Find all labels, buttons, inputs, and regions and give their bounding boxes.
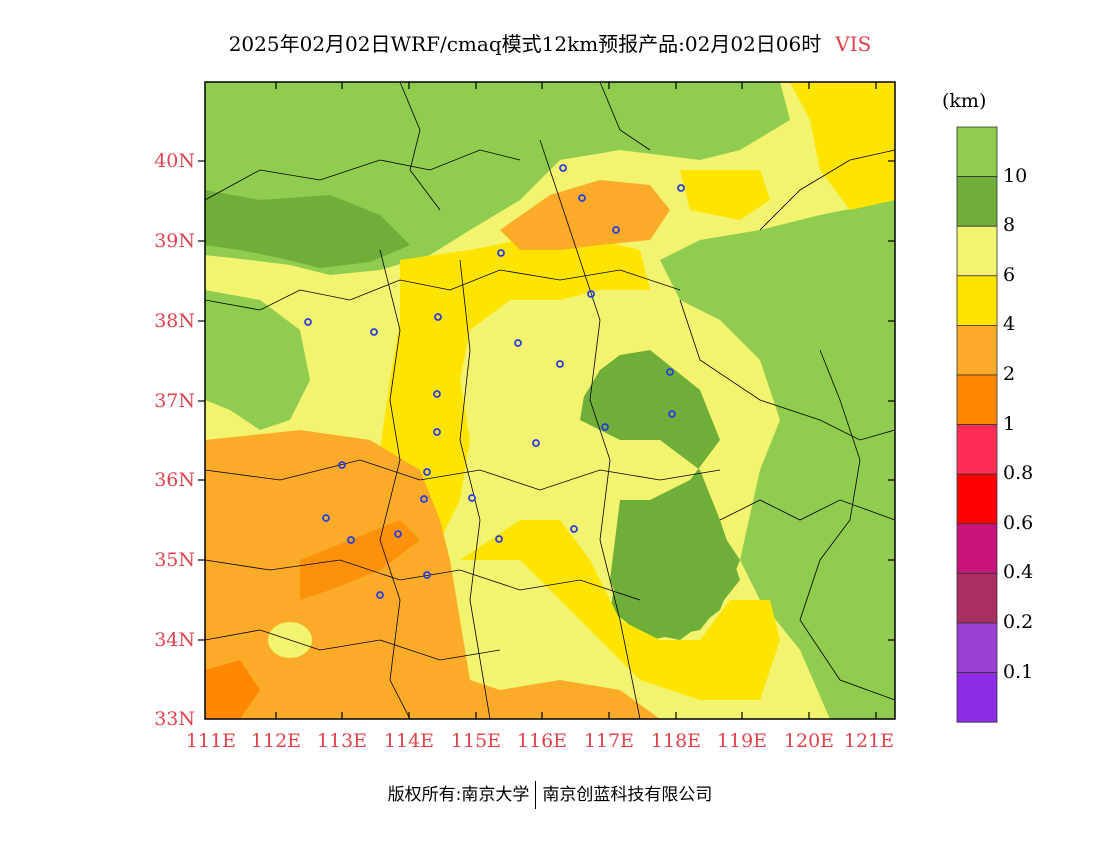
colorbar-swatch bbox=[956, 424, 998, 475]
city-marker bbox=[433, 390, 441, 398]
lat-label-36n: 36N bbox=[154, 469, 195, 491]
city-marker bbox=[433, 428, 441, 436]
lon-label-111e: 111E bbox=[185, 730, 237, 752]
lat-label-39n: 39N bbox=[154, 230, 195, 252]
city-marker bbox=[559, 164, 567, 172]
colorbar-unit: (km) bbox=[942, 90, 987, 112]
vis-zone-yellow-ne bbox=[790, 82, 895, 210]
city-marker bbox=[578, 194, 586, 202]
city-markers bbox=[304, 164, 685, 599]
colorbar-swatch bbox=[956, 573, 998, 624]
colorbar-swatch bbox=[956, 622, 998, 673]
city-marker bbox=[304, 318, 312, 326]
copyright-text: 版权所有:南京大学 bbox=[387, 785, 530, 805]
lat-label-40n: 40N bbox=[154, 150, 195, 172]
lon-label-116e: 116E bbox=[516, 730, 568, 752]
city-marker bbox=[347, 536, 355, 544]
city-marker bbox=[394, 530, 402, 538]
colorbar-tick-label: 4 bbox=[1003, 313, 1016, 336]
footer-separator bbox=[535, 781, 537, 809]
colorbar-swatch bbox=[956, 225, 998, 277]
colorbar-swatch bbox=[956, 374, 998, 425]
city-marker bbox=[495, 535, 503, 543]
city-marker bbox=[677, 184, 685, 192]
lon-label-118e: 118E bbox=[650, 730, 702, 752]
lon-label-120e: 120E bbox=[783, 730, 835, 752]
lon-label-121e: 121E bbox=[843, 730, 895, 752]
city-marker bbox=[612, 226, 620, 234]
city-marker bbox=[497, 249, 505, 257]
company-text: 南京创蓝科技有限公司 bbox=[542, 785, 713, 805]
title-variable: VIS bbox=[835, 32, 872, 56]
lon-label-114e: 114E bbox=[383, 730, 435, 752]
lon-label-112e: 112E bbox=[250, 730, 302, 752]
city-marker bbox=[601, 423, 609, 431]
vis-zone-orange-2-north bbox=[500, 180, 670, 250]
city-marker bbox=[668, 410, 676, 418]
colorbar-swatch bbox=[956, 126, 998, 177]
city-marker bbox=[420, 495, 428, 503]
colorbar-swatch bbox=[956, 275, 998, 326]
visibility-field bbox=[205, 82, 895, 719]
colorbar-tick-label: 0.4 bbox=[1003, 561, 1034, 584]
city-marker bbox=[532, 439, 540, 447]
city-marker bbox=[570, 525, 578, 533]
colorbar-tick-label: 10 bbox=[1003, 164, 1028, 187]
colorbar-tick-label: 0.1 bbox=[1003, 660, 1034, 683]
city-marker bbox=[434, 313, 442, 321]
title-main: 2025年02月02日WRF/cmaq模式12km预报产品:02月02日06时 bbox=[228, 32, 822, 56]
lon-label-115e: 115E bbox=[450, 730, 502, 752]
map-title: 2025年02月02日WRF/cmaq模式12km预报产品:02月02日06时 V… bbox=[0, 28, 1100, 57]
footer: 版权所有:南京大学 南京创蓝科技有限公司 bbox=[0, 780, 1100, 809]
lon-label-113e: 113E bbox=[316, 730, 368, 752]
vis-zone-orange-1 bbox=[205, 660, 260, 719]
vis-zone-east-10 bbox=[660, 200, 895, 719]
lon-ticks bbox=[275, 82, 877, 719]
lat-label-38n: 38N bbox=[154, 310, 195, 332]
colorbar-tick-label: 1 bbox=[1003, 412, 1016, 435]
colorbar-tick-label: 0.8 bbox=[1003, 462, 1034, 485]
city-marker bbox=[468, 494, 476, 502]
vis-band-north-8 bbox=[205, 190, 410, 268]
city-marker bbox=[423, 468, 431, 476]
lat-label-35n: 35N bbox=[154, 549, 195, 571]
city-marker bbox=[587, 290, 595, 298]
colorbar-tick-label: 8 bbox=[1003, 214, 1016, 237]
city-marker bbox=[376, 591, 384, 599]
vis-zone-yellow-4 bbox=[380, 230, 650, 560]
colorbar-swatch bbox=[956, 324, 998, 376]
city-marker bbox=[423, 571, 431, 579]
city-marker bbox=[338, 461, 346, 469]
colorbar-swatch bbox=[956, 473, 998, 525]
colorbar-tick-label: 2 bbox=[1003, 363, 1016, 385]
vis-band-central-8b bbox=[610, 500, 740, 640]
colorbar bbox=[956, 126, 998, 723]
lon-label-117e: 117E bbox=[583, 730, 635, 752]
colorbar-tick-label: 0.6 bbox=[1003, 511, 1034, 534]
colorbar-tick-label: 6 bbox=[1003, 263, 1016, 286]
lat-ticks bbox=[198, 160, 895, 641]
city-marker bbox=[514, 339, 522, 347]
colorbar-tick-label: 0.2 bbox=[1003, 611, 1034, 633]
lat-label-34n: 34N bbox=[154, 629, 195, 651]
lon-label-119e: 119E bbox=[716, 730, 768, 752]
vis-zone-yellow-4c bbox=[680, 170, 770, 220]
city-marker bbox=[322, 514, 330, 522]
colorbar-swatch bbox=[956, 672, 998, 723]
lat-label-33n: 33N bbox=[154, 708, 195, 730]
vis-zone-orange-1b bbox=[300, 520, 420, 600]
city-marker bbox=[370, 328, 378, 336]
city-marker bbox=[666, 368, 674, 376]
lat-label-37n: 37N bbox=[154, 390, 195, 412]
vis-zone-west-10 bbox=[205, 290, 310, 430]
colorbar-swatch bbox=[956, 176, 998, 227]
colorbar-swatch bbox=[956, 523, 998, 574]
city-marker bbox=[556, 360, 564, 368]
vis-zone-yellow-4b bbox=[460, 520, 780, 700]
boundary-lines bbox=[205, 82, 895, 719]
